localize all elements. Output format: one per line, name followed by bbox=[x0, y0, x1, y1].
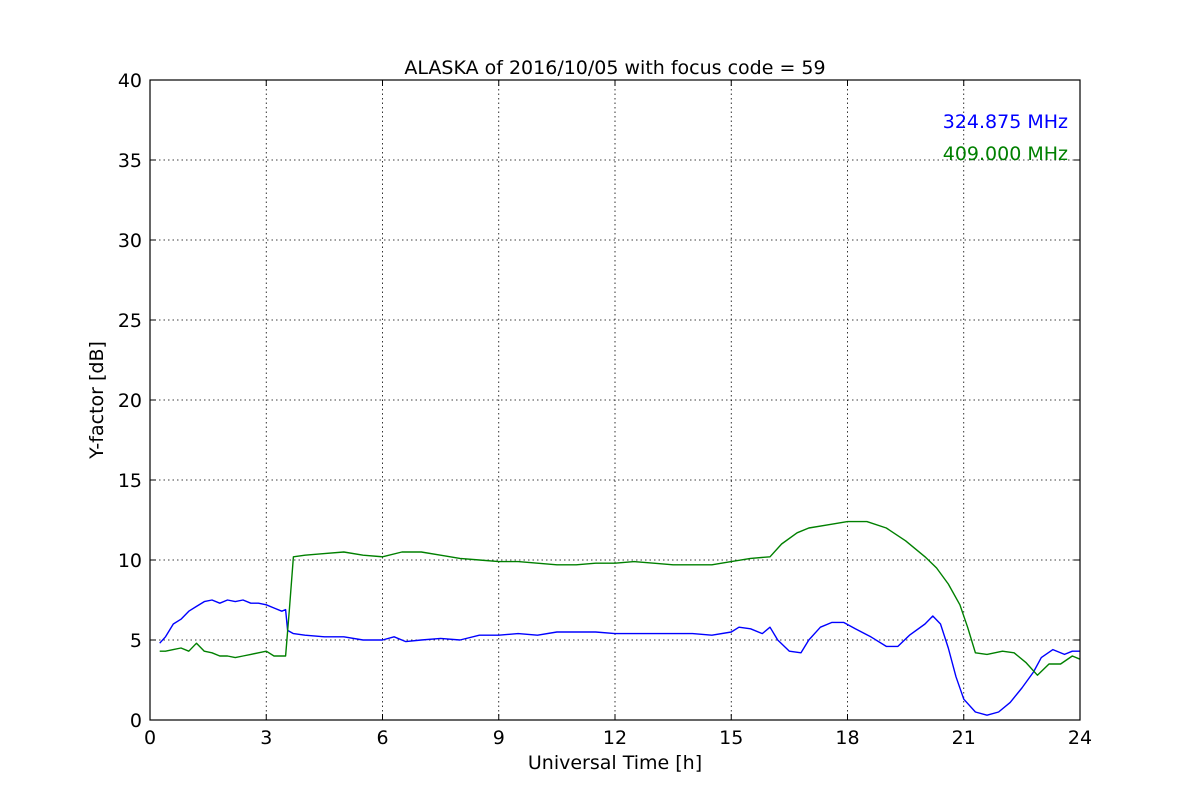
y-tick-label: 30 bbox=[118, 230, 142, 252]
legend-entry-2: 409.000 MHz bbox=[943, 143, 1068, 165]
legend: 324.875 MHz 409.000 MHz bbox=[943, 111, 1068, 165]
x-tick-label: 0 bbox=[144, 727, 156, 749]
x-tick-label: 21 bbox=[952, 727, 976, 749]
y-tick-label: 20 bbox=[118, 390, 142, 412]
plot-area bbox=[159, 520, 1081, 716]
x-tick-label: 15 bbox=[719, 727, 743, 749]
y-tick-label: 5 bbox=[130, 630, 142, 652]
y-tick-label: 0 bbox=[130, 710, 142, 732]
y-tick-label: 35 bbox=[118, 150, 142, 172]
tick-labels: 0 3 6 9 12 15 18 21 24 0 5 10 15 20 25 30 35 40 bbox=[118, 70, 1092, 749]
y-tick-label: 25 bbox=[118, 310, 142, 332]
x-tick-label: 18 bbox=[835, 727, 859, 749]
y-tick-label: 10 bbox=[118, 550, 142, 572]
chart-title: ALASKA of 2016/10/05 with focus code = 5… bbox=[404, 57, 825, 79]
x-tick-label: 12 bbox=[603, 727, 627, 749]
x-tick-label: 9 bbox=[493, 727, 505, 749]
y-tick-label: 40 bbox=[118, 70, 142, 92]
x-tick-label: 6 bbox=[376, 727, 388, 749]
x-tick-label: 3 bbox=[260, 727, 272, 749]
grid bbox=[150, 80, 1080, 720]
series-line-1 bbox=[159, 599, 1080, 716]
series-line-2 bbox=[159, 520, 1081, 676]
y-tick-label: 15 bbox=[118, 470, 142, 492]
legend-entry-1: 324.875 MHz bbox=[943, 111, 1068, 133]
x-tick-label: 24 bbox=[1068, 727, 1092, 749]
y-axis-label: Y-factor [dB] bbox=[86, 341, 108, 460]
axis-ticks bbox=[149, 79, 1081, 721]
x-axis-label: Universal Time [h] bbox=[528, 752, 702, 774]
